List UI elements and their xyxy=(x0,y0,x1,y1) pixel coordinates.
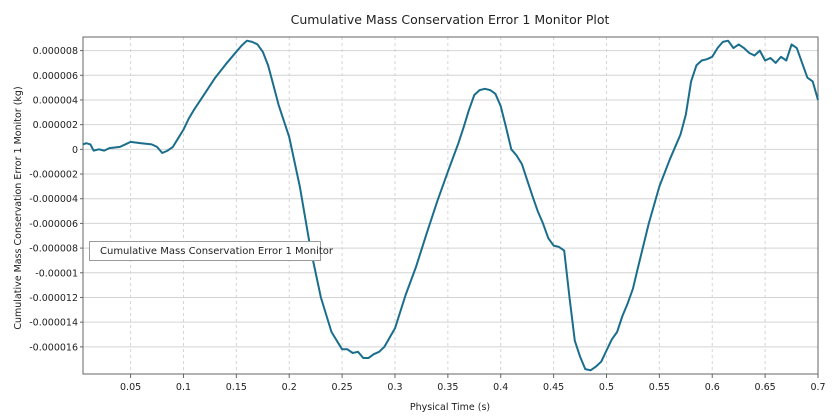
x-tick-label: 0.35 xyxy=(437,382,458,393)
x-tick-label: 0.7 xyxy=(810,382,825,393)
x-tick-label: 0.1 xyxy=(176,382,191,393)
y-tick-label: -0.000012 xyxy=(29,293,78,304)
series-line xyxy=(82,39,819,372)
y-tick-label: -0.000016 xyxy=(29,342,78,353)
y-axis-label: Cumulative Mass Conservation Error 1 Mon… xyxy=(13,86,24,329)
y-tick-label: -0.000006 xyxy=(29,219,78,230)
plot-frame xyxy=(82,36,819,375)
x-tick-label: 0.6 xyxy=(705,382,720,393)
x-tick-label: 0.55 xyxy=(649,382,670,393)
chart-title: Cumulative Mass Conservation Error 1 Mon… xyxy=(291,12,610,27)
y-tick-label: -0.000014 xyxy=(29,318,78,329)
x-tick-label: 0.65 xyxy=(755,382,776,393)
y-grid xyxy=(80,50,818,348)
x-tick-labels: 0.05 0.1 0.15 0.2 0.25 0.3 0.35 0.4 0.45 0.5 0.55 0… xyxy=(120,382,826,393)
y-tick-label: 0.000002 xyxy=(33,120,78,131)
x-tick-label: 0.2 xyxy=(282,382,297,393)
legend-label: Cumulative Mass Conservation Error 1 Mon… xyxy=(100,245,334,257)
x-tick-label: 0.15 xyxy=(226,382,247,393)
y-tick-label: -0.000004 xyxy=(29,194,78,205)
y-tick-label: -0.000008 xyxy=(29,244,78,255)
legend: Cumulative Mass Conservation Error 1 Mon… xyxy=(89,241,333,261)
y-tick-label: 0.000006 xyxy=(33,71,78,82)
y-tick-labels: 0.000008 0.000006 0.000004 0.000002 0 -0.0000… xyxy=(29,46,78,353)
y-tick-label: 0 xyxy=(72,145,78,156)
y-tick-label: 0.000008 xyxy=(33,46,78,57)
x-tick-label: 0.3 xyxy=(387,382,402,393)
x-tick-label: 0.05 xyxy=(120,382,141,393)
y-tick-label: -0.00001 xyxy=(35,268,78,279)
y-tick-label: -0.000002 xyxy=(29,170,78,181)
x-tick-label: 0.25 xyxy=(332,382,353,393)
x-axis-label: Physical Time (s) xyxy=(410,402,490,413)
x-tick-label: 0.5 xyxy=(599,382,614,393)
x-grid xyxy=(130,37,819,378)
x-tick-label: 0.4 xyxy=(493,382,508,393)
x-tick-label: 0.45 xyxy=(543,382,564,393)
y-tick-label: 0.000004 xyxy=(33,95,78,106)
